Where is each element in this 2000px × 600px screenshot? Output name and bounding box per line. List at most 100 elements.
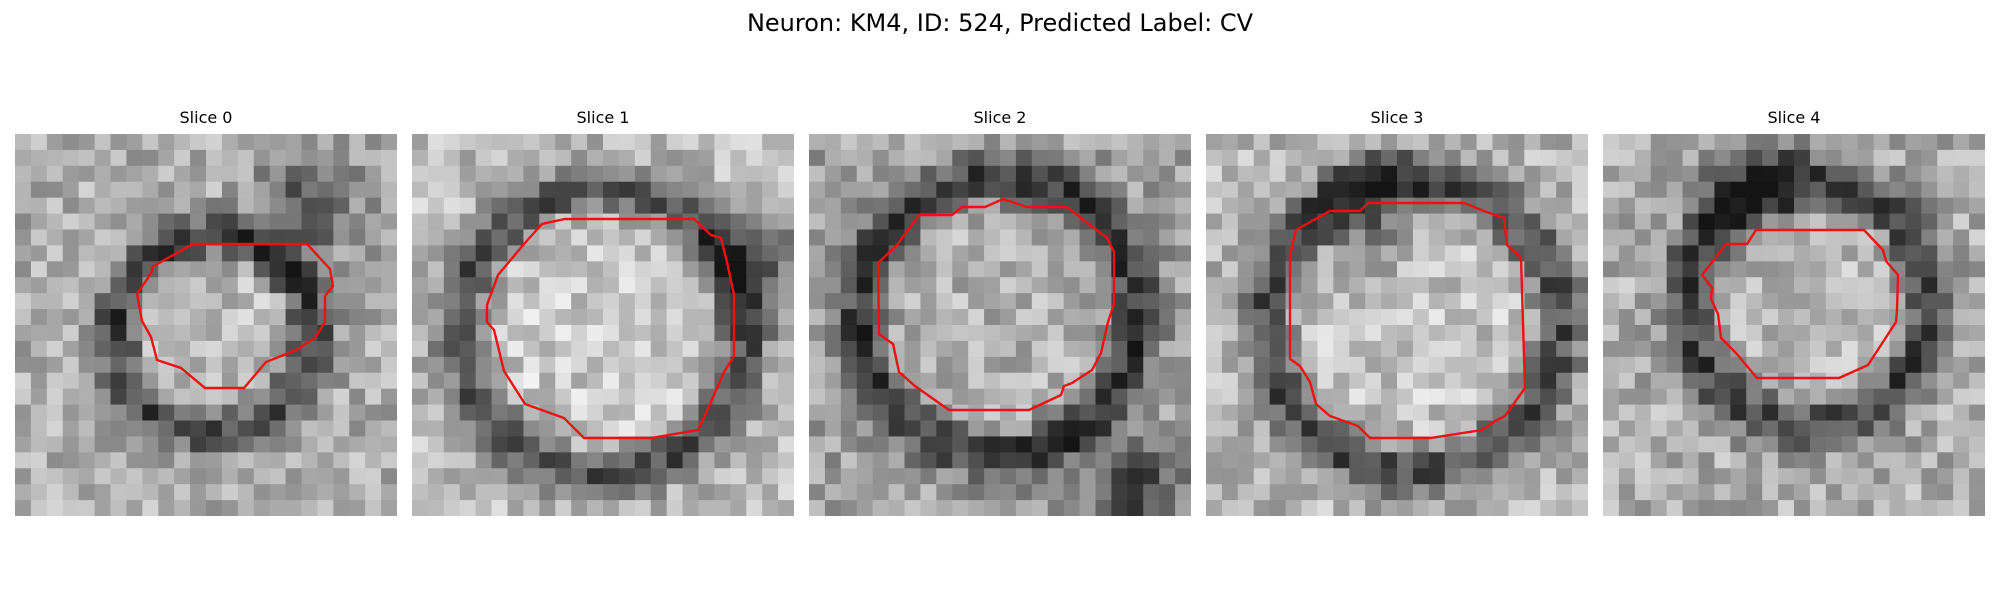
pixel bbox=[1127, 149, 1144, 167]
pixel bbox=[1301, 277, 1319, 294]
pixel bbox=[936, 134, 953, 151]
pixel bbox=[555, 325, 572, 342]
pixel bbox=[253, 452, 271, 469]
pixel bbox=[1079, 181, 1097, 199]
pixel bbox=[872, 484, 890, 501]
pixel bbox=[1063, 181, 1081, 199]
pixel bbox=[809, 149, 826, 167]
pixel bbox=[1000, 356, 1017, 374]
pixel bbox=[1253, 404, 1271, 422]
pixel bbox=[94, 165, 112, 183]
pixel bbox=[634, 181, 652, 199]
pixel bbox=[1175, 356, 1191, 374]
pixel bbox=[1524, 404, 1541, 422]
pixel bbox=[1698, 325, 1716, 342]
pixel bbox=[714, 229, 731, 247]
pixel bbox=[174, 372, 191, 390]
pixel bbox=[730, 229, 747, 247]
pixel bbox=[1682, 388, 1700, 406]
pixel bbox=[285, 261, 303, 278]
pixel bbox=[1492, 388, 1510, 406]
pixel bbox=[603, 261, 620, 278]
pixel bbox=[317, 134, 334, 151]
pixel bbox=[285, 181, 303, 199]
pixel bbox=[920, 245, 937, 262]
pixel bbox=[1206, 340, 1223, 358]
pixel bbox=[1333, 452, 1350, 469]
pixel bbox=[1111, 420, 1128, 438]
pixel bbox=[666, 388, 684, 406]
pixel bbox=[237, 484, 255, 501]
pixel bbox=[1634, 149, 1652, 167]
pixel bbox=[1921, 452, 1938, 469]
pixel bbox=[952, 134, 969, 151]
pixel bbox=[1524, 213, 1541, 231]
pixel bbox=[174, 468, 191, 485]
pixel bbox=[778, 277, 794, 294]
pixel bbox=[1111, 245, 1128, 262]
pixel bbox=[1381, 309, 1398, 326]
pixel bbox=[1031, 372, 1049, 390]
pixel bbox=[158, 325, 175, 342]
pixel bbox=[1301, 261, 1319, 278]
pixel bbox=[333, 452, 350, 469]
pixel bbox=[1063, 197, 1081, 215]
pixel bbox=[824, 388, 842, 406]
pixel bbox=[1937, 436, 1954, 453]
pixel bbox=[62, 388, 80, 406]
pixel bbox=[317, 181, 334, 199]
pixel bbox=[110, 484, 128, 501]
pixel bbox=[603, 197, 620, 215]
pixel bbox=[1794, 309, 1811, 326]
pixel bbox=[778, 356, 794, 374]
pixel bbox=[1428, 229, 1446, 247]
pixel bbox=[1841, 468, 1859, 485]
pixel bbox=[603, 484, 620, 501]
pixel bbox=[1650, 468, 1668, 485]
pixel bbox=[888, 149, 906, 167]
pixel bbox=[190, 309, 207, 326]
pixel bbox=[78, 309, 96, 326]
pixel bbox=[1221, 277, 1239, 294]
pixel bbox=[1015, 340, 1033, 358]
pixel bbox=[221, 229, 239, 247]
pixel bbox=[1031, 388, 1049, 406]
pixel bbox=[1905, 181, 1922, 199]
pixel bbox=[603, 213, 620, 231]
pixel bbox=[1969, 468, 1985, 485]
pixel bbox=[475, 165, 493, 183]
pixel bbox=[698, 213, 716, 231]
pixel bbox=[317, 213, 334, 231]
pixel bbox=[1762, 436, 1779, 453]
pixel bbox=[587, 372, 604, 390]
pixel bbox=[1095, 372, 1113, 390]
pixel bbox=[1524, 372, 1541, 390]
pixel bbox=[1698, 181, 1716, 199]
pixel bbox=[1000, 388, 1017, 406]
pixel bbox=[730, 372, 747, 390]
pixel bbox=[491, 261, 509, 278]
pixel bbox=[1301, 500, 1319, 516]
pixel bbox=[1714, 404, 1731, 422]
pixel bbox=[46, 356, 64, 374]
pixel bbox=[475, 229, 493, 247]
pixel bbox=[62, 372, 80, 390]
pixel bbox=[1285, 404, 1303, 422]
pixel bbox=[317, 500, 334, 516]
pixel bbox=[714, 149, 731, 167]
pixel bbox=[523, 149, 540, 167]
slice-panel-3: Slice 3 bbox=[1206, 108, 1588, 518]
pixel bbox=[539, 277, 556, 294]
pixel bbox=[1365, 149, 1382, 167]
pixel bbox=[1031, 134, 1049, 151]
pixel bbox=[1730, 149, 1747, 167]
pixel bbox=[555, 197, 572, 215]
pixel bbox=[507, 213, 525, 231]
pixel bbox=[1762, 213, 1779, 231]
pixel bbox=[650, 134, 668, 151]
pixel bbox=[762, 309, 779, 326]
pixel bbox=[1857, 388, 1875, 406]
pixel bbox=[1237, 213, 1255, 231]
pixel bbox=[904, 452, 922, 469]
pixel bbox=[427, 277, 445, 294]
